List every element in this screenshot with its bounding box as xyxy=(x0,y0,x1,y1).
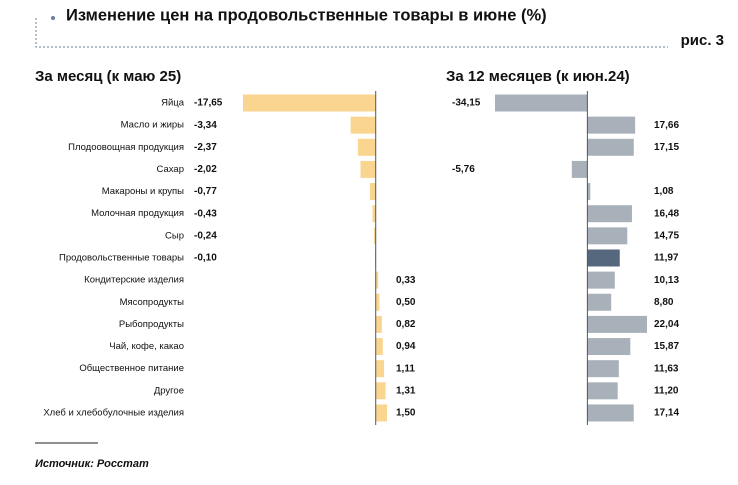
bar xyxy=(375,404,387,422)
frame-line xyxy=(35,18,668,48)
bar xyxy=(357,138,376,156)
frame-dot xyxy=(51,16,55,20)
value-label: 22,04 xyxy=(654,319,679,330)
category-label: Чай, кофе, какао xyxy=(109,341,184,352)
category-label: Другое xyxy=(154,385,184,396)
value-label: 11,97 xyxy=(654,253,679,264)
bar xyxy=(587,249,620,267)
bar xyxy=(375,293,380,311)
bar xyxy=(375,360,385,378)
category-label: Хлеб и хлебобулочные изделия xyxy=(43,407,184,418)
value-label: -2,02 xyxy=(194,164,217,175)
bar xyxy=(369,183,376,201)
bar xyxy=(587,271,615,289)
value-label: 14,75 xyxy=(654,230,679,241)
value-label: 17,14 xyxy=(654,408,679,419)
category-label: Плодоовощная продукция xyxy=(68,142,184,153)
category-label: Яйца xyxy=(161,98,185,109)
bar xyxy=(587,293,612,311)
source: Источник: Росстат xyxy=(35,458,149,470)
category-label: Продовольственные товары xyxy=(59,252,184,263)
value-label: 17,66 xyxy=(654,120,679,131)
bar xyxy=(243,94,376,112)
category-label: Общественное питание xyxy=(79,363,184,374)
bar xyxy=(373,227,376,245)
bar xyxy=(375,271,379,289)
bar xyxy=(375,382,386,400)
bar xyxy=(587,227,628,245)
value-label: 11,63 xyxy=(654,363,679,374)
bar xyxy=(375,315,382,333)
value-label: -34,15 xyxy=(452,98,481,109)
bar xyxy=(360,160,376,178)
bar xyxy=(587,205,632,223)
value-label: 0,50 xyxy=(396,297,416,308)
value-label: -17,65 xyxy=(194,98,223,109)
bar xyxy=(587,116,636,134)
value-label: 1,31 xyxy=(396,385,416,396)
category-label: Макароны и крупы xyxy=(102,186,184,197)
value-label: 1,50 xyxy=(396,408,416,419)
bar xyxy=(587,315,647,333)
value-label: -0,43 xyxy=(194,208,217,219)
bar xyxy=(587,382,618,400)
value-label: 1,11 xyxy=(396,363,415,374)
bar xyxy=(495,94,588,112)
category-label: Молочная продукция xyxy=(91,208,184,219)
value-label: 11,20 xyxy=(654,385,679,396)
value-label: -2,37 xyxy=(194,142,217,153)
value-label: 17,15 xyxy=(654,142,679,153)
value-label: 15,87 xyxy=(654,341,679,352)
value-label: 0,33 xyxy=(396,275,416,286)
bar xyxy=(587,338,631,356)
value-label: -0,24 xyxy=(194,230,217,241)
value-label: -5,76 xyxy=(452,164,475,175)
value-label: -0,10 xyxy=(194,253,217,264)
category-label: Сыр xyxy=(165,230,184,241)
category-label: Масло и жиры xyxy=(121,120,185,131)
value-label: 8,80 xyxy=(654,297,674,308)
bar xyxy=(372,205,376,223)
value-label: -0,77 xyxy=(194,186,217,197)
category-label: Рыбопродукты xyxy=(119,319,184,330)
value-label: 16,48 xyxy=(654,208,679,219)
bar xyxy=(350,116,376,134)
bar xyxy=(571,160,588,178)
value-label: -3,34 xyxy=(194,120,217,131)
panel-title: За месяц (к маю 25) xyxy=(35,68,181,85)
value-label: 10,13 xyxy=(654,275,679,286)
bar xyxy=(587,138,634,156)
category-label: Кондитерские изделия xyxy=(84,275,184,286)
value-label: 0,94 xyxy=(396,341,416,352)
figure-label: рис. 3 xyxy=(681,32,724,49)
bar xyxy=(587,183,591,201)
bar xyxy=(375,338,383,356)
category-label: Сахар xyxy=(157,164,184,175)
panel-title: За 12 месяцев (к июн.24) xyxy=(446,68,630,85)
category-label: Мясопродукты xyxy=(120,297,185,308)
chart-title: Изменение цен на продовольственные товар… xyxy=(66,6,547,24)
value-label: 1,08 xyxy=(654,186,674,197)
bar xyxy=(587,404,634,422)
value-label: 0,82 xyxy=(396,319,416,330)
bar xyxy=(587,360,619,378)
